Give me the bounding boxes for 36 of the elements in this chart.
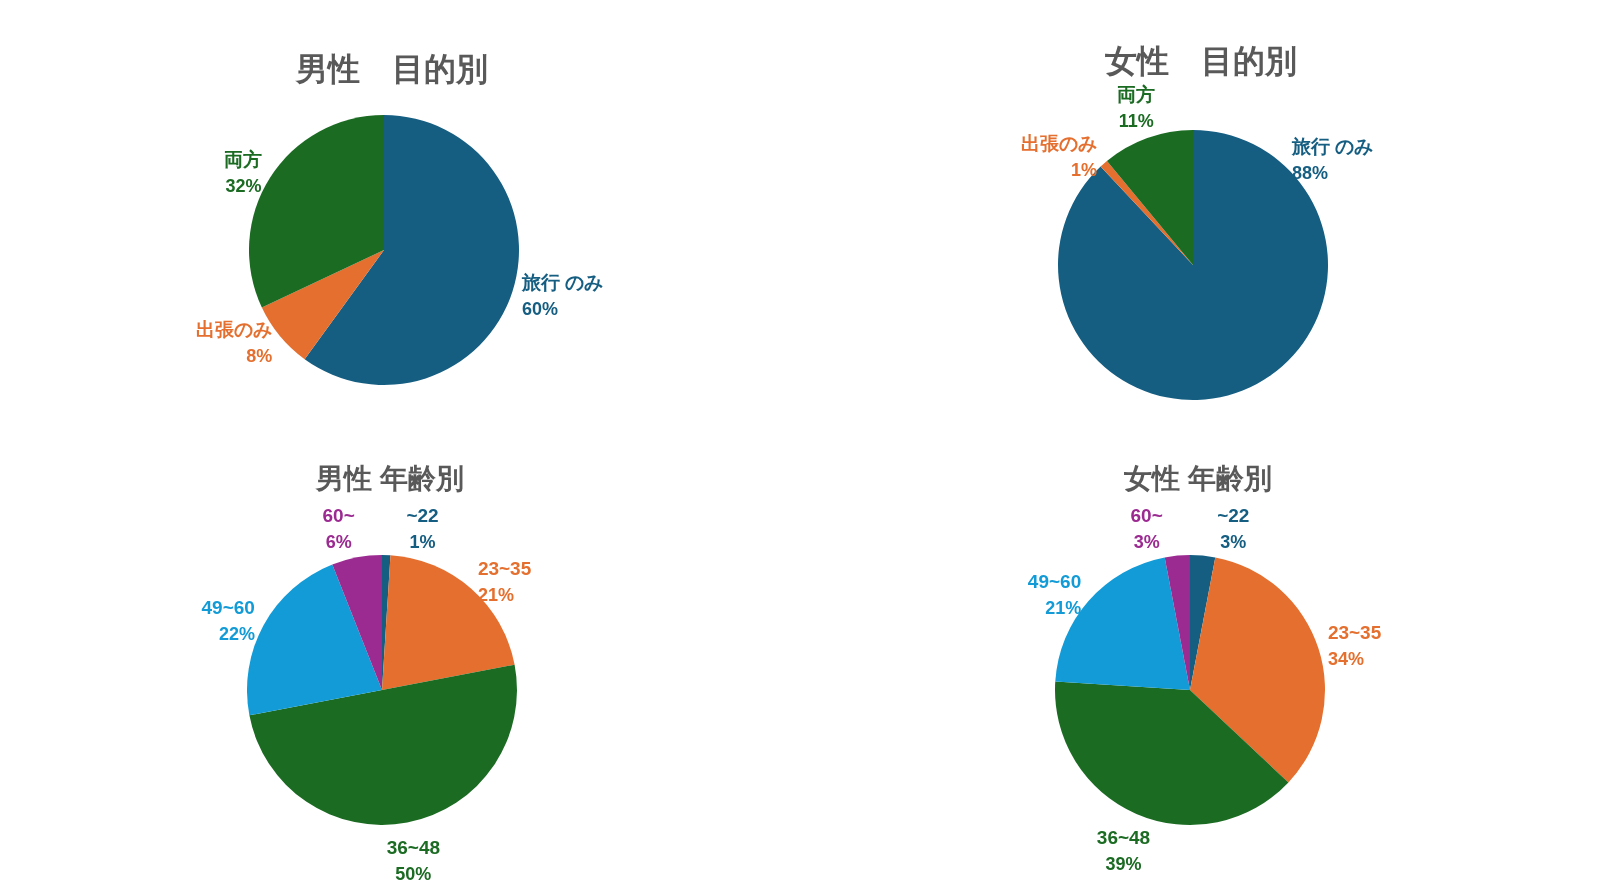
label: 23~35 bbox=[1327, 622, 1382, 644]
value-label: 11% bbox=[1118, 111, 1154, 132]
value-label: 1% bbox=[409, 531, 436, 552]
value-label: 50% bbox=[395, 864, 432, 885]
value-label: 39% bbox=[1105, 853, 1142, 874]
value-label: 21% bbox=[1045, 598, 1082, 619]
title: 女性 目的別 bbox=[1105, 43, 1297, 79]
value-label: 3% bbox=[1133, 532, 1160, 553]
value-label: 88% bbox=[1291, 162, 1328, 183]
label: ~22 bbox=[1217, 505, 1250, 527]
value-label: 8% bbox=[246, 346, 273, 367]
label: 23~35 bbox=[477, 558, 532, 580]
value-label: 60% bbox=[521, 298, 558, 319]
label: 49~60 bbox=[201, 597, 255, 619]
label: 両方 bbox=[1117, 84, 1156, 106]
label: ~22 bbox=[406, 504, 439, 526]
label: 60~ bbox=[1130, 505, 1163, 527]
value-label: 1% bbox=[1071, 160, 1098, 181]
label: 60~ bbox=[322, 505, 355, 527]
value-label: 34% bbox=[1327, 649, 1364, 670]
label: 旅行 のみ bbox=[521, 271, 604, 293]
label: 49~60 bbox=[1027, 571, 1082, 593]
value-label: 22% bbox=[218, 624, 255, 645]
title: 男性 目的別 bbox=[296, 51, 488, 87]
label: 出張のみ bbox=[1021, 133, 1098, 155]
value-label: 6% bbox=[325, 532, 352, 553]
label: 両方 bbox=[223, 149, 262, 171]
label: 36~48 bbox=[1096, 826, 1151, 848]
value-label: 3% bbox=[1220, 532, 1247, 553]
value-label: 32% bbox=[225, 176, 262, 197]
label: 36~48 bbox=[386, 837, 441, 859]
title: 男性 年齢別 bbox=[316, 463, 464, 494]
label: 出張のみ bbox=[196, 319, 273, 341]
value-label: 21% bbox=[477, 585, 514, 606]
label: 旅行 のみ bbox=[1291, 135, 1374, 157]
title: 女性 年齢別 bbox=[1124, 463, 1272, 494]
